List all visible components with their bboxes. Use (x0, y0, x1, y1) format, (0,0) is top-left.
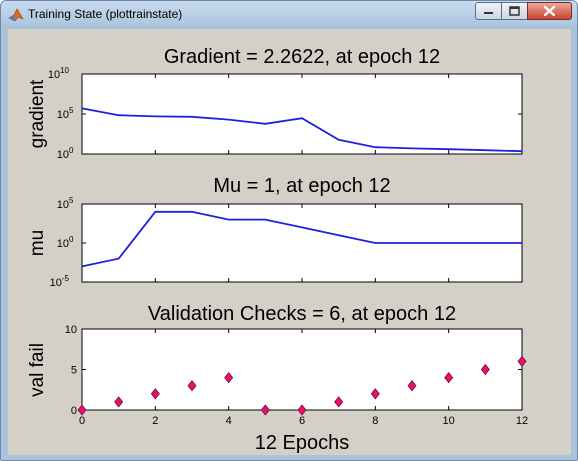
gradient-y-ticks: 100 105 1010 (48, 66, 522, 161)
val-fail-point (334, 396, 344, 408)
val-fail-point (114, 396, 124, 408)
x-tick-label: 4 (226, 415, 232, 427)
val-fail-point (517, 355, 527, 368)
y-tick-label: 0 (71, 405, 77, 417)
y-tick-label: 1010 (48, 66, 70, 81)
maximize-icon (509, 6, 520, 16)
mu-title: Mu = 1, at epoch 12 (213, 175, 390, 197)
val-fail-axes[interactable] (81, 328, 523, 411)
close-icon (543, 5, 556, 17)
y-tick-label: 10 (65, 324, 77, 336)
val-fail-point (77, 404, 87, 416)
y-tick-label: 105 (57, 196, 74, 211)
mu-x-ticks (81, 204, 523, 282)
y-tick-label: 105 (57, 106, 74, 121)
val-fail-panel: Validation Checks = 6, at epoch 12 val f… (27, 303, 528, 427)
y-tick-label: 5 (71, 365, 77, 377)
val-fail-title: Validation Checks = 6, at epoch 12 (148, 303, 456, 325)
val-fail-point (187, 380, 197, 392)
gradient-axes[interactable] (81, 73, 523, 155)
matlab-logo-icon (8, 8, 24, 22)
minimize-button[interactable] (475, 2, 502, 20)
val-fail-ylabel: val fail (27, 343, 48, 397)
mu-panel: Mu = 1, at epoch 12 mu 10-5 100 105 (27, 175, 523, 289)
val-fail-point (260, 404, 270, 416)
minimize-icon (484, 12, 493, 14)
x-tick-label: 8 (372, 415, 378, 427)
x-tick-label: 0 (79, 415, 85, 427)
training-state-figure: Gradient = 2.2622, at epoch 12 gradient … (27, 46, 528, 454)
window-title: Training State (plottrainstate) (28, 7, 183, 21)
val-fail-point (444, 371, 454, 384)
val-fail-points (77, 355, 527, 416)
val-fail-point (480, 363, 490, 376)
val-fail-point (297, 404, 307, 416)
gradient-panel: Gradient = 2.2622, at epoch 12 gradient … (27, 46, 523, 161)
x-tick-label: 10 (443, 415, 455, 427)
mu-ylabel: mu (27, 230, 48, 256)
maximize-button[interactable] (501, 2, 528, 20)
x-tick-label: 2 (152, 415, 158, 427)
val-fail-point (224, 371, 234, 384)
title-bar[interactable]: Training State (plottrainstate) (1, 1, 577, 29)
val-fail-point (150, 388, 160, 400)
x-tick-label: 12 (516, 415, 528, 427)
gradient-series-line (81, 107, 523, 153)
figure-area: Gradient = 2.2622, at epoch 12 gradient … (8, 29, 571, 455)
y-tick-label: 100 (57, 146, 74, 161)
y-tick-label: 100 (57, 235, 74, 250)
mu-series-line (81, 210, 522, 268)
x-axis-label: 12 Epochs (255, 432, 350, 454)
gradient-title: Gradient = 2.2622, at epoch 12 (164, 46, 440, 68)
y-tick-label: 10-5 (50, 274, 70, 289)
val-fail-point (407, 380, 417, 392)
gradient-ylabel: gradient (27, 79, 48, 148)
x-tick-label: 6 (299, 415, 305, 427)
close-button[interactable] (527, 2, 572, 20)
val-fail-point (370, 388, 380, 400)
